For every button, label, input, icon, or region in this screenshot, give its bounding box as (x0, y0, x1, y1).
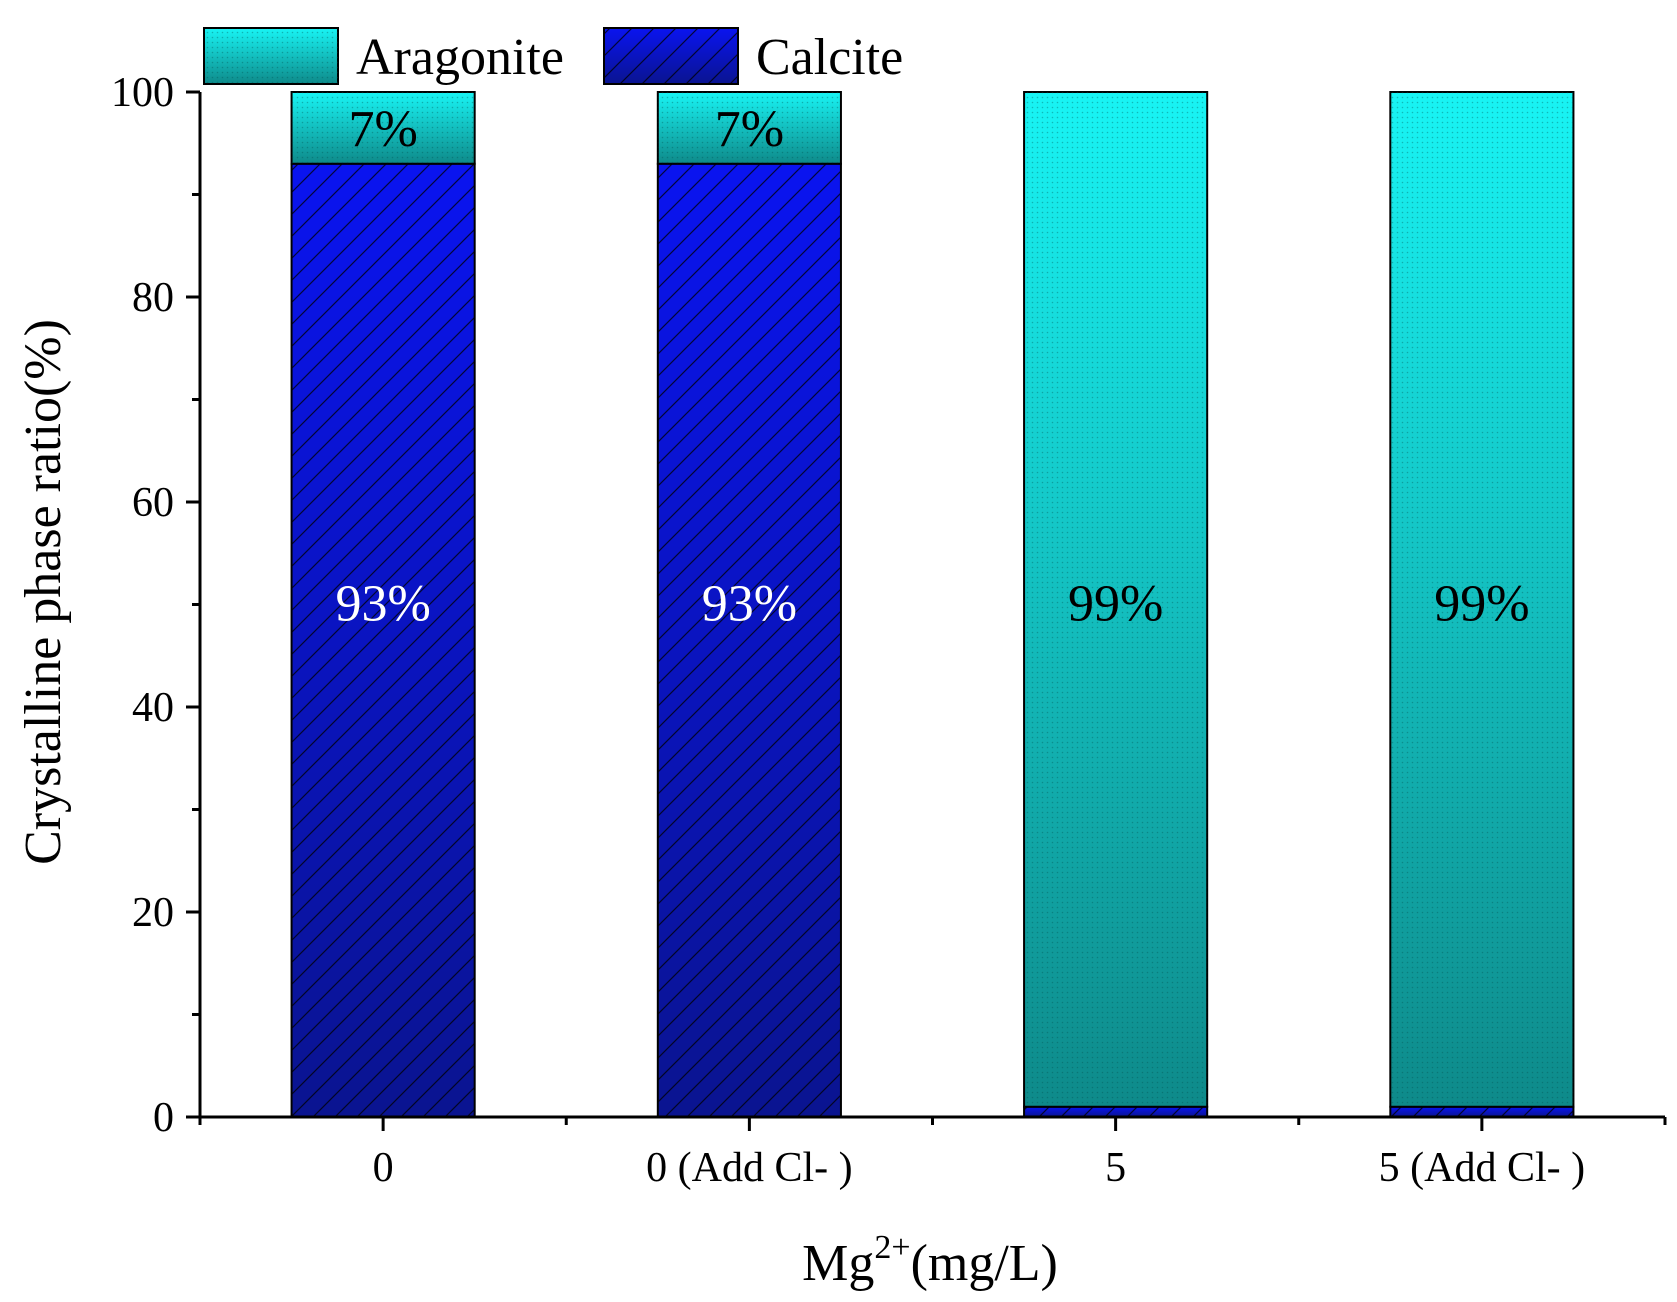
data-label-aragonite-2: 99% (1068, 576, 1163, 633)
bar-calcite-1 (656, 162, 842, 1118)
bars-group: 93%7%93%7%1%99%1%99% (290, 91, 1575, 1118)
legend-label-calcite: Calcite (756, 29, 903, 86)
data-label-aragonite-3: 99% (1434, 576, 1529, 633)
y-tick-label-100: 100 (111, 70, 174, 116)
y-tick-label-40: 40 (132, 685, 174, 731)
x-axis-title: Mg2+(mg/L) (802, 1229, 1058, 1292)
x-tick-label-2: 5 (1105, 1145, 1126, 1191)
x-tick-label-0: 0 (373, 1145, 394, 1191)
legend: Aragonite Calcite (203, 27, 903, 86)
bar-calcite-0 (290, 162, 476, 1118)
x-tick-label-1: 0 (Add Cl- ) (646, 1145, 852, 1191)
data-label-aragonite-0: 7% (348, 101, 417, 158)
y-tick-label-20: 20 (132, 890, 174, 936)
legend-swatch-calcite (603, 27, 739, 85)
bar-calcite-3 (1389, 1105, 1575, 1118)
x-tick-label-3: 5 (Add Cl- ) (1379, 1145, 1585, 1191)
data-label-aragonite-1: 7% (715, 101, 784, 158)
legend-swatch-aragonite (203, 27, 339, 85)
y-tick-label-0: 0 (153, 1095, 174, 1141)
y-tick-label-80: 80 (132, 275, 174, 321)
data-label-calcite-0: 93% (335, 576, 430, 633)
bar-calcite-2 (1023, 1105, 1209, 1118)
legend-label-aragonite: Aragonite (356, 29, 564, 86)
data-label-calcite-1: 93% (702, 576, 797, 633)
y-axis-title: Crystalline phase ratio(%) (15, 319, 72, 865)
axes: 0 20 40 60 80 100 0 0 (Add Cl- ) 5 5 (Add Cl- ) (111, 70, 1667, 1191)
y-tick-label-60: 60 (132, 480, 174, 526)
